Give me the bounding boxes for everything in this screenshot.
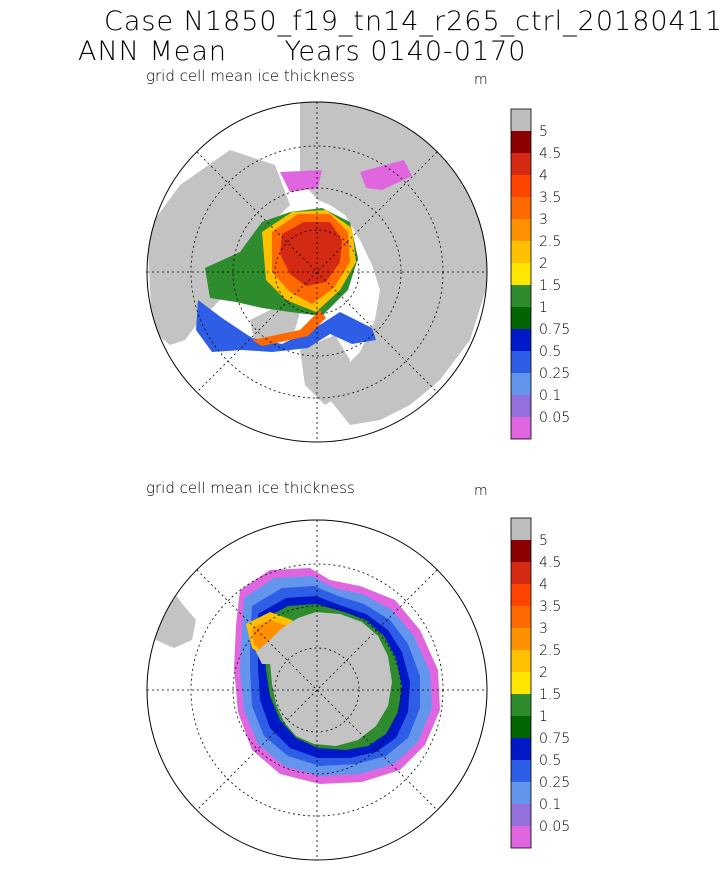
colorbar-north-tick-label: 0.05	[539, 410, 570, 426]
north-ice-channel	[252, 310, 326, 346]
colorbar-north-swatch	[511, 373, 531, 395]
colorbar-north: 5 4.5 4 3.5 3 2.5 2 1.5 1 0.75 0.5 0.25 0.1 0.05	[510, 108, 570, 440]
colorbar-north-tick-label: 0.25	[539, 366, 570, 382]
colorbar-south-swatch	[511, 628, 531, 650]
colorbar-south-swatch	[511, 584, 531, 606]
colorbar-south: 5 4.5 4 3.5 3 2.5 2 1.5 1 0.75 0.5 0.25 0.1 0.05	[510, 517, 570, 849]
panel-south-unit: m	[474, 483, 488, 499]
north-land-america	[147, 150, 290, 345]
colorbar-south-swatch	[511, 826, 531, 848]
colorbar-south-swatch	[511, 716, 531, 738]
colorbar-south-tick-label: 4	[539, 577, 548, 593]
colorbar-south-tick-label: 0.75	[539, 731, 570, 747]
colorbar-south-tick-label: 1	[539, 709, 548, 725]
colorbar-south-tick-label: 2.5	[539, 643, 561, 659]
colorbar-south-swatch	[511, 738, 531, 760]
colorbar-south-frame	[510, 517, 532, 849]
north-ice-blue	[196, 300, 376, 352]
south-land-peninsula	[256, 640, 290, 664]
colorbar-north-swatch	[511, 307, 531, 329]
colorbar-south-tick-label: 5	[539, 533, 548, 549]
north-land-europe	[300, 335, 350, 405]
south-polar-map	[146, 519, 488, 861]
colorbar-south-swatch	[511, 760, 531, 782]
colorbar-north-tick-label: 0.75	[539, 322, 570, 338]
colorbar-south-tick-label: 3	[539, 621, 548, 637]
colorbar-north-swatch	[511, 329, 531, 351]
colorbar-south-swatch	[511, 672, 531, 694]
colorbar-north-tick-label: 3	[539, 212, 548, 228]
colorbar-south-tick-label: 4.5	[539, 555, 561, 571]
colorbar-south-swatch	[511, 804, 531, 826]
colorbar-north-tick-label: 5	[539, 124, 548, 140]
colorbar-south-tick-label: 0.05	[539, 819, 570, 835]
colorbar-north-swatch	[511, 395, 531, 417]
colorbar-north-swatch	[511, 263, 531, 285]
colorbar-north-swatch	[511, 131, 531, 153]
colorbar-north-swatch	[511, 241, 531, 263]
north-land-eurasia	[300, 102, 487, 425]
colorbar-south-tick-label: 2	[539, 665, 548, 681]
colorbar-south-swatch	[511, 540, 531, 562]
colorbar-north-swatch	[511, 109, 531, 131]
colorbar-south-tick-label: 0.25	[539, 775, 570, 791]
colorbar-north-frame	[510, 108, 532, 440]
colorbar-north-tick-label: 0.5	[539, 344, 561, 360]
panel-north-unit: m	[474, 72, 488, 88]
panel-north-title: grid cell mean ice thickness	[146, 67, 355, 85]
north-ice-fringe	[280, 170, 322, 192]
colorbar-north-tick-label: 4.5	[539, 146, 561, 162]
colorbar-south-swatch	[511, 562, 531, 584]
colorbar-south-swatch	[511, 606, 531, 628]
colorbar-south-tick-label: 3.5	[539, 599, 561, 615]
colorbar-south-swatch	[511, 650, 531, 672]
colorbar-north-swatch	[511, 175, 531, 197]
north-polar-map	[146, 101, 488, 443]
panel-south-title: grid cell mean ice thickness	[146, 479, 355, 497]
main-subtitle: ANN Mean Years 0140-0170	[78, 36, 527, 67]
colorbar-south-tick-label: 0.1	[539, 797, 561, 813]
colorbar-north-tick-label: 1	[539, 300, 548, 316]
colorbar-south-tick-label: 0.5	[539, 753, 561, 769]
colorbar-north-swatch	[511, 219, 531, 241]
colorbar-south-swatch	[511, 782, 531, 804]
colorbar-north-swatch	[511, 351, 531, 373]
colorbar-north-tick-label: 4	[539, 168, 548, 184]
colorbar-north-swatch	[511, 417, 531, 439]
colorbar-south-swatch	[511, 518, 531, 540]
colorbar-north-tick-label: 0.1	[539, 388, 561, 404]
colorbar-north-tick-label: 2	[539, 256, 548, 272]
colorbar-north-swatch	[511, 285, 531, 307]
north-ice-fringe-2	[360, 160, 412, 190]
colorbar-south-swatch	[511, 694, 531, 716]
colorbar-north-tick-label: 3.5	[539, 190, 561, 206]
colorbar-north-swatch	[511, 197, 531, 219]
colorbar-north-swatch	[511, 153, 531, 175]
colorbar-north-tick-label: 2.5	[539, 234, 561, 250]
north-ice-red	[280, 222, 342, 286]
main-title: Case N1850_f19_tn14_r265_ctrl_20180411	[104, 6, 722, 37]
colorbar-north-tick-label: 1.5	[539, 278, 561, 294]
colorbar-south-tick-label: 1.5	[539, 687, 561, 703]
